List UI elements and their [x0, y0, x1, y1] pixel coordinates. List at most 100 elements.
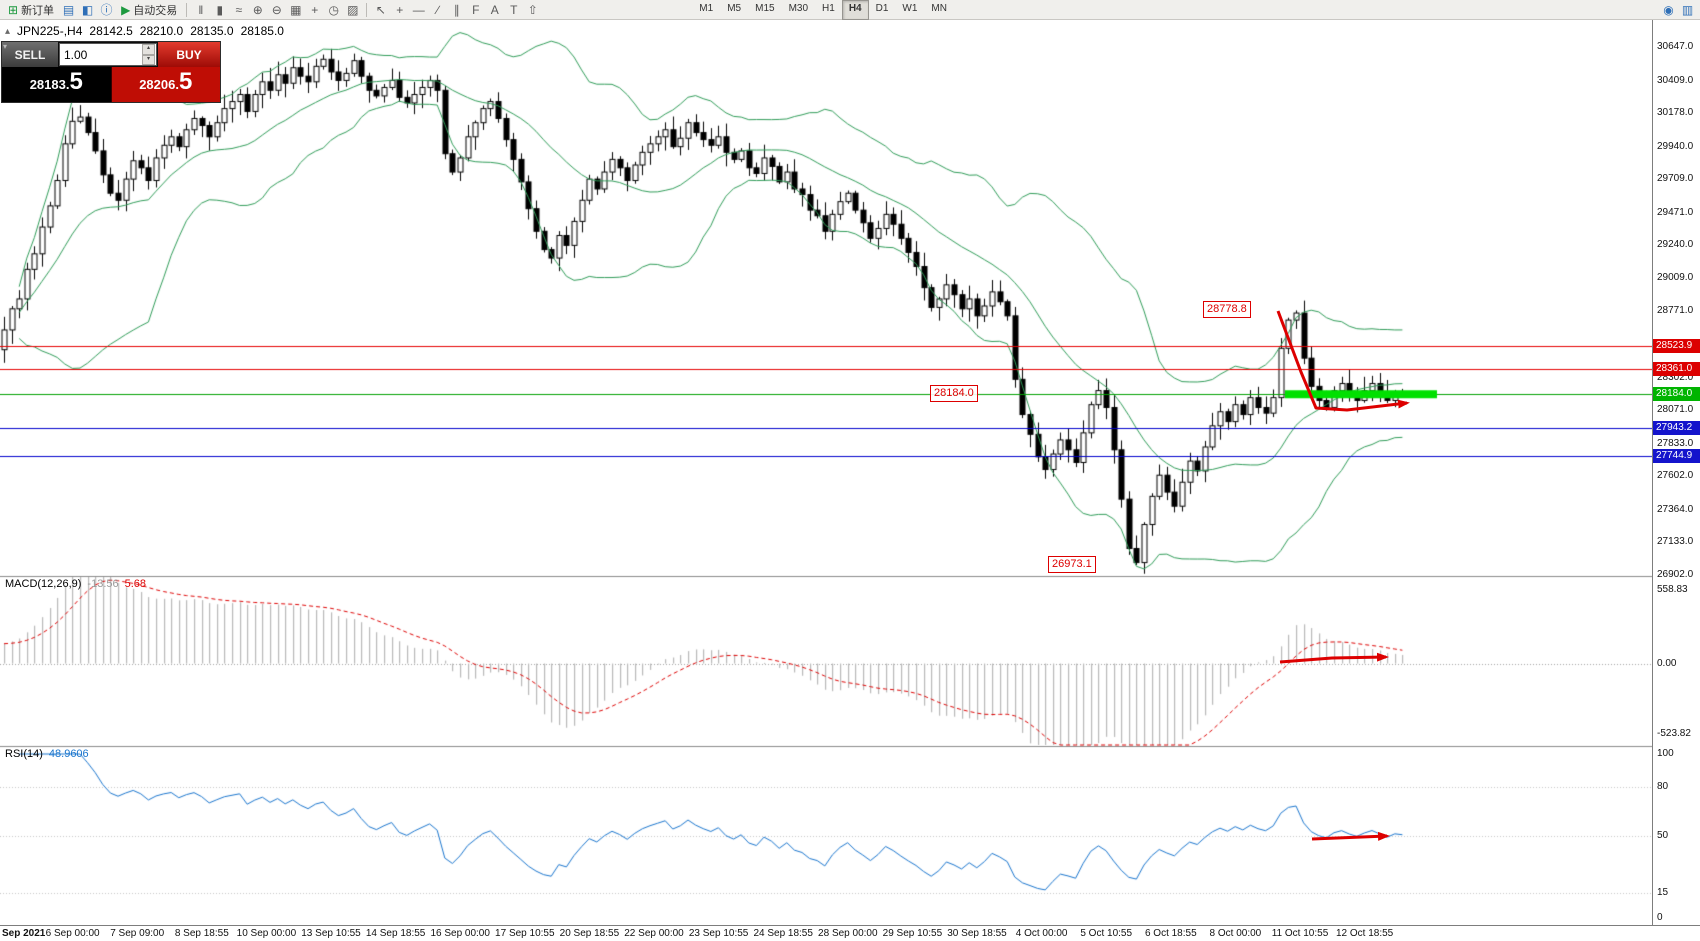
fibonacci-icon[interactable]: F: [472, 2, 480, 17]
time-axis-label: 20 Sep 18:55: [559, 928, 620, 939]
time-axis-label: 6 Oct 18:55: [1144, 928, 1197, 939]
channel-icon[interactable]: ∥: [453, 2, 460, 17]
timeframe-button-h1[interactable]: H1: [822, 2, 835, 14]
chart-symbol-period: JPN225-,H4: [17, 24, 83, 38]
price-axis-tick: 30647.0: [1657, 41, 1694, 52]
price-axis[interactable]: 30647.0 30409.0 30178.0 29940.0 29709.0 29471…: [1652, 20, 1700, 925]
buy-price-main: 28206.: [139, 77, 179, 92]
buy-price[interactable]: 28206. 5: [110, 67, 220, 102]
timeframe-button-m1[interactable]: M1: [699, 2, 714, 14]
price-axis-tick: 29471.0: [1657, 206, 1694, 218]
arrows-tool-icon[interactable]: ⇧: [527, 2, 538, 17]
price-axis-marker: 27744.9: [1653, 449, 1700, 464]
zoom-out-icon[interactable]: ⊖: [271, 2, 282, 17]
time-axis-label: 30 Sep 18:55: [947, 928, 1007, 939]
timeframe-button-m5[interactable]: M5: [727, 2, 742, 14]
window-icons-group: ▤ ◧ ⓘ: [59, 2, 116, 18]
time-axis-label: 23 Sep 10:55: [688, 928, 749, 939]
price-axis-tick: 26902.0: [1657, 569, 1694, 580]
time-axis-label: 14 Sep 18:55: [365, 928, 426, 939]
macd-signal-value: 5.68: [124, 578, 147, 590]
ohlc-low: 28135.0: [190, 24, 234, 38]
horizontal-line-icon[interactable]: —: [412, 2, 425, 17]
volume-box: ▴ ▾: [59, 43, 157, 66]
price-annotation[interactable]: 26973.1: [1048, 555, 1096, 573]
chart-tools-group: ‖ ▮ ≈ ⊕ ⊖ ▦ + ◷ ▨: [191, 2, 362, 18]
macd-name: MACD(12,26,9): [5, 578, 82, 590]
price-axis-tick: 30409.0: [1657, 74, 1694, 86]
candlestick-chart-icon[interactable]: ▮: [216, 2, 224, 17]
market-watch-icon[interactable]: ▤: [62, 2, 75, 17]
volume-increase-button[interactable]: ▴: [142, 44, 155, 55]
navigator-icon[interactable]: ◧: [81, 2, 94, 17]
price-axis-tick: 28302.0: [1657, 371, 1694, 383]
toolbar-right-group: ◉ ▥: [1659, 2, 1697, 18]
time-axis-label: 10 Sep 00:00: [236, 928, 297, 939]
zoom-in-icon[interactable]: ⊕: [252, 2, 263, 17]
rsi-scale-tick: 15: [1657, 887, 1669, 899]
time-axis-label: 4 Oct 00:00: [1015, 928, 1068, 939]
line-chart-icon[interactable]: ≈: [235, 2, 243, 17]
macd-scale-zero: 0.00: [1657, 657, 1677, 669]
timeframe-button-m30[interactable]: M30: [788, 2, 809, 14]
price-axis-marker: 28184.0: [1653, 387, 1700, 402]
chart-windows-icon[interactable]: ▥: [1681, 2, 1694, 17]
bar-chart-icon[interactable]: ‖: [198, 2, 204, 17]
timeframe-button-h4[interactable]: H4: [841, 0, 869, 20]
chart-window: ▴ JPN225-,H4 28142.5 28210.0 28135.0 281…: [0, 20, 1700, 941]
sell-price-main: 28183.: [29, 77, 70, 92]
time-axis-label: 22 Sep 00:00: [624, 928, 684, 939]
price-axis-tick: 29709.0: [1657, 173, 1694, 185]
buy-price-big: 5: [178, 68, 193, 95]
auto-trading-button[interactable]: ▶ 自动交易: [116, 1, 182, 19]
price-axis-tick: 27602.0: [1657, 470, 1694, 482]
price-chart-canvas[interactable]: [0, 20, 1652, 925]
volume-input[interactable]: [60, 44, 142, 65]
tile-windows-icon[interactable]: ▦: [290, 2, 302, 17]
sell-price[interactable]: 28183. 5: [2, 67, 111, 102]
macd-main-value: -13.56: [87, 578, 119, 590]
timeframe-button-d1[interactable]: D1: [875, 2, 889, 14]
label-icon[interactable]: T: [510, 2, 518, 17]
crosshair-icon[interactable]: +: [396, 2, 404, 17]
volume-decrease-button[interactable]: ▾: [142, 54, 155, 65]
main-toolbar: ⊞ 新订单 ▤ ◧ ⓘ ▶ 自动交易 ‖ ▮ ≈ ⊕ ⊖ ▦ + ◷ ▨ ↖ + — ∕ ∥ F A T ⇧ M1 M…: [0, 0, 1700, 20]
price-axis-marker: 28361.0: [1653, 362, 1700, 377]
rsi-scale-tick: 100: [1657, 748, 1674, 759]
time-axis-label: 7 Sep 09:00: [110, 928, 165, 939]
sell-button[interactable]: SELL: [2, 42, 58, 67]
cursor-icon[interactable]: ↖: [375, 2, 386, 17]
indicators-icon[interactable]: +: [311, 2, 319, 17]
ohlc-high: 28210.0: [139, 24, 184, 38]
price-annotation[interactable]: 28778.8: [1203, 301, 1251, 319]
rsi-scale-tick: 0: [1657, 912, 1663, 923]
time-axis-label: 6 Sep 00:00: [45, 928, 100, 939]
buy-button[interactable]: BUY: [158, 42, 220, 67]
time-axis-label: 8 Oct 00:00: [1209, 928, 1262, 939]
chart-ohlc-info: ▴ JPN225-,H4 28142.5 28210.0 28135.0 281…: [5, 24, 284, 38]
timeframe-button-m15[interactable]: M15: [755, 2, 775, 14]
rsi-label: RSI(14) 48.9606: [5, 748, 89, 760]
rsi-value: 48.9606: [48, 748, 89, 760]
time-axis-label: 11 Oct 10:55: [1271, 928, 1329, 939]
new-order-label: 新订单: [21, 4, 55, 17]
timeframe-button-w1[interactable]: W1: [902, 2, 918, 14]
community-icon[interactable]: ◉: [1663, 2, 1674, 17]
trendline-icon[interactable]: ∕: [436, 2, 439, 17]
templates-icon[interactable]: ▨: [347, 2, 359, 17]
time-axis[interactable]: Sep 2021 6 Sep 00:00 7 Sep 09:00 8 Sep 18:5…: [0, 925, 1700, 941]
volume-spinner: ▴ ▾: [142, 44, 155, 65]
one-click-collapse-icon[interactable]: ▾: [3, 42, 8, 51]
drawing-tools-group: ↖ + — ∕ ∥ F A T ⇧: [371, 2, 542, 18]
price-annotation[interactable]: 28184.0: [930, 385, 978, 403]
timeframe-button-mn[interactable]: MN: [931, 2, 947, 14]
text-icon[interactable]: A: [490, 2, 499, 17]
ohlc-open: 28142.5: [89, 24, 133, 38]
price-axis-tick: 29940.0: [1657, 140, 1694, 152]
new-order-button[interactable]: ⊞ 新订单: [3, 1, 59, 19]
time-axis-label: 29 Sep 10:55: [882, 928, 943, 939]
price-axis-tick: 29240.0: [1657, 239, 1694, 251]
periods-icon[interactable]: ◷: [328, 2, 340, 17]
terminal-icon[interactable]: ⓘ: [100, 3, 113, 17]
